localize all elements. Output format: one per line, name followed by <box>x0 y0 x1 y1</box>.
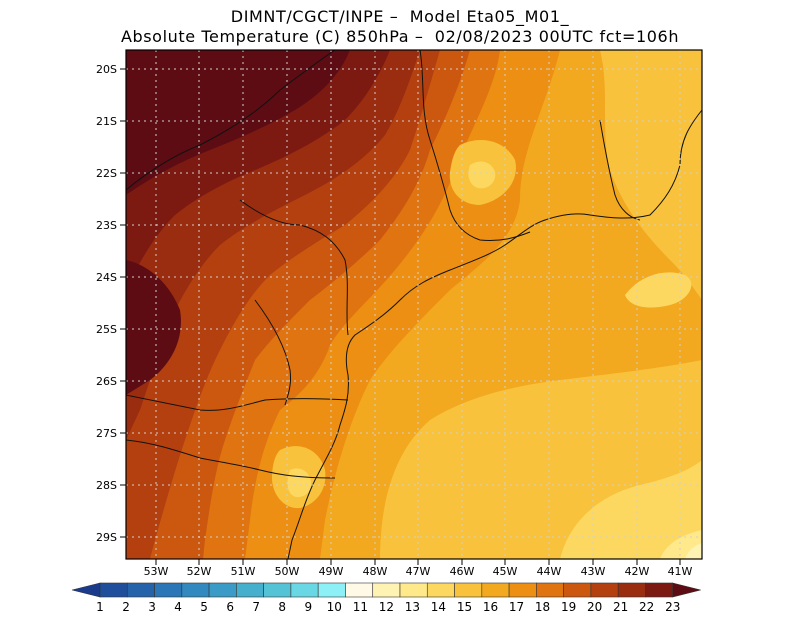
colorbar-label: 18 <box>535 600 550 614</box>
colorbar-swatch <box>291 583 318 597</box>
colorbar-swatch <box>509 583 536 597</box>
colorbar: 1 2 3 4 5 6 7 8 9 10 11 12 13 14 15 16 17 18 19 20 21 22 23 <box>72 583 701 614</box>
colorbar-label: 15 <box>457 600 472 614</box>
lat-label: 24S <box>96 271 117 284</box>
colorbar-label: 17 <box>509 600 524 614</box>
colorbar-label: 10 <box>327 600 342 614</box>
colorbar-label: 21 <box>613 600 628 614</box>
colorbar-swatch <box>482 583 509 597</box>
colorbar-label: 19 <box>561 600 576 614</box>
colorbar-label: 16 <box>483 600 498 614</box>
colorbar-label: 1 <box>96 600 104 614</box>
colorbar-arrow-left <box>72 583 100 597</box>
colorbar-label: 9 <box>304 600 312 614</box>
lon-label: 44W <box>537 565 562 578</box>
colorbar-label: 11 <box>353 600 368 614</box>
lat-label: 23S <box>96 219 117 232</box>
colorbar-swatch <box>127 583 154 597</box>
lon-label: 51W <box>231 565 256 578</box>
temperature-field <box>126 50 702 559</box>
colorbar-swatch <box>155 583 182 597</box>
colorbar-swatch <box>100 583 127 597</box>
lon-label: 52W <box>187 565 212 578</box>
lat-label: 20S <box>96 63 117 76</box>
colorbar-swatch <box>345 583 372 597</box>
colorbar-label: 3 <box>148 600 156 614</box>
lon-label: 48W <box>363 565 388 578</box>
lat-label: 26S <box>96 375 117 388</box>
lon-label: 45W <box>493 565 518 578</box>
colorbar-swatch <box>373 583 400 597</box>
colorbar-swatch <box>645 583 672 597</box>
colorbar-label: 4 <box>174 600 182 614</box>
colorbar-swatch <box>400 583 427 597</box>
lon-label: 41W <box>668 565 693 578</box>
colorbar-swatch <box>264 583 291 597</box>
colorbar-swatch <box>182 583 209 597</box>
colorbar-label: 6 <box>226 600 234 614</box>
colorbar-swatch <box>236 583 263 597</box>
colorbar-label: 5 <box>200 600 208 614</box>
colorbar-label: 7 <box>252 600 260 614</box>
lon-label: 53W <box>144 565 169 578</box>
lon-label: 43W <box>581 565 606 578</box>
colorbar-label: 2 <box>122 600 130 614</box>
lat-label: 28S <box>96 479 117 492</box>
lat-label: 27S <box>96 427 117 440</box>
colorbar-swatch <box>427 583 454 597</box>
colorbar-label: 14 <box>431 600 446 614</box>
colorbar-swatch <box>209 583 236 597</box>
colorbar-label: 22 <box>639 600 654 614</box>
colorbar-swatch <box>318 583 345 597</box>
lon-label: 47W <box>406 565 431 578</box>
lat-label: 21S <box>96 115 117 128</box>
colorbar-arrow-right <box>673 583 701 597</box>
lon-label: 42W <box>625 565 650 578</box>
lat-label: 22S <box>96 167 117 180</box>
map-figure: 20S 21S 22S 23S 24S 25S 26S 27S 28S 29S … <box>0 0 800 618</box>
colorbar-swatch <box>455 583 482 597</box>
colorbar-swatch <box>564 583 591 597</box>
lat-label: 25S <box>96 323 117 336</box>
colorbar-label: 8 <box>278 600 286 614</box>
colorbar-swatch <box>591 583 618 597</box>
lon-label: 46W <box>450 565 475 578</box>
colorbar-label: 12 <box>379 600 394 614</box>
lat-axis: 20S 21S 22S 23S 24S 25S 26S 27S 28S 29S <box>96 63 126 544</box>
colorbar-swatch <box>618 583 645 597</box>
lon-label: 49W <box>319 565 344 578</box>
colorbar-swatch <box>536 583 563 597</box>
lon-label: 50W <box>275 565 300 578</box>
colorbar-label: 13 <box>405 600 420 614</box>
lon-axis: 53W 52W 51W 50W 49W 48W 47W 46W 45W 44W … <box>144 559 693 578</box>
colorbar-label: 20 <box>587 600 602 614</box>
lat-label: 29S <box>96 531 117 544</box>
colorbar-label: 23 <box>665 600 680 614</box>
